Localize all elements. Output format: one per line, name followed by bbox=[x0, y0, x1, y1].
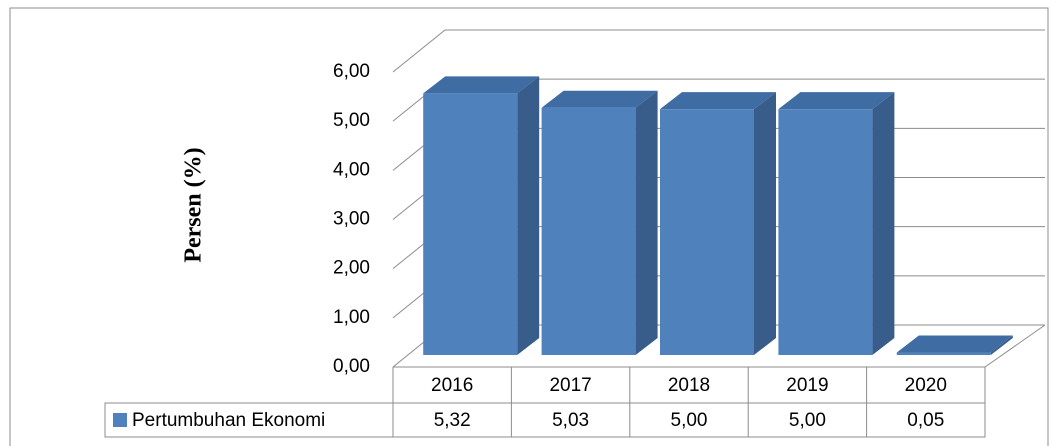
y-tick-label: 2,00 bbox=[333, 258, 370, 279]
y-tick-label: 1,00 bbox=[333, 307, 370, 328]
bar bbox=[778, 109, 873, 356]
x-tick-label: 2017 bbox=[549, 375, 591, 396]
floor-edge bbox=[984, 324, 1046, 368]
bar-side bbox=[635, 90, 658, 356]
bar-side bbox=[754, 92, 776, 356]
x-tick-label: 2020 bbox=[905, 375, 947, 396]
table-grid bbox=[104, 366, 986, 438]
bar-top bbox=[896, 335, 1013, 353]
bar-top bbox=[660, 92, 776, 110]
grid-line bbox=[392, 29, 1045, 73]
x-tick-label: 2018 bbox=[668, 375, 710, 396]
x-tick-label: 2016 bbox=[431, 375, 473, 396]
bar-top bbox=[541, 90, 658, 108]
y-tick-label: 4,00 bbox=[333, 159, 370, 180]
bar bbox=[896, 352, 991, 355]
value-label: 5,00 bbox=[671, 410, 708, 431]
bar bbox=[541, 107, 636, 355]
y-tick-label: 0,00 bbox=[333, 356, 370, 377]
bar-top bbox=[423, 76, 540, 94]
value-label: 5,32 bbox=[434, 410, 471, 431]
bar-side bbox=[990, 335, 1013, 355]
y-axis-title: Persen (%) bbox=[181, 147, 207, 262]
y-tick-label: 5,00 bbox=[333, 110, 370, 131]
x-tick-label: 2019 bbox=[786, 375, 828, 396]
bar bbox=[660, 109, 754, 356]
y-tick-label: 3,00 bbox=[333, 209, 370, 230]
bar bbox=[423, 93, 518, 355]
bar-side bbox=[517, 76, 540, 355]
value-label: 5,00 bbox=[789, 410, 826, 431]
bar-side bbox=[872, 92, 895, 356]
legend-label: Pertumbuhan Ekonomi bbox=[132, 410, 325, 431]
bar-top bbox=[778, 92, 895, 110]
value-label: 0,05 bbox=[907, 410, 944, 431]
y-tick-label: 6,00 bbox=[333, 61, 370, 82]
legend-swatch bbox=[113, 413, 127, 427]
value-label: 5,03 bbox=[552, 410, 589, 431]
